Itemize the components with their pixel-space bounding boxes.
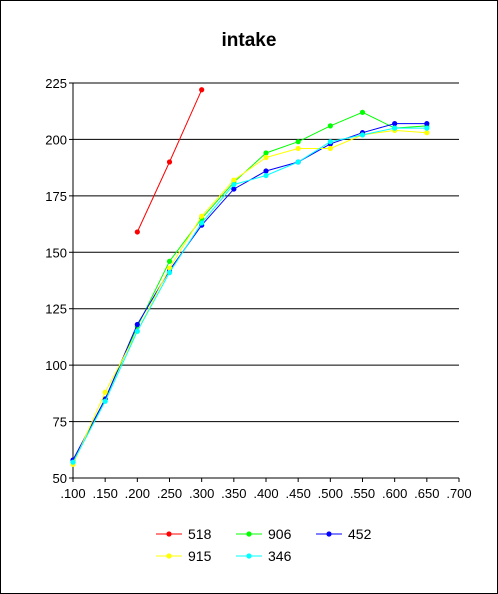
data-point-346 — [295, 159, 301, 165]
y-tick-label: 125 — [45, 302, 67, 317]
data-point-346 — [70, 459, 76, 465]
x-tick-label: .100 — [60, 486, 85, 501]
data-point-452 — [392, 121, 398, 127]
legend-label-915: 915 — [188, 548, 212, 564]
x-tick-label: .350 — [221, 486, 246, 501]
data-point-346 — [359, 132, 366, 138]
grid-lines — [73, 82, 459, 423]
tick-labels: 50 75 100 125 150 175 200 225 .100 .150 .200 .250 .3… — [45, 76, 471, 501]
data-point-452 — [263, 168, 269, 174]
data-point-915 — [295, 145, 301, 152]
data-point-906 — [166, 258, 173, 264]
data-point-452 — [231, 186, 237, 192]
data-point-346 — [263, 172, 269, 179]
x-tick-label: .450 — [286, 486, 311, 501]
x-tick-label: .150 — [93, 486, 118, 501]
x-tick-label: .400 — [253, 486, 278, 501]
legend: 518 906 452 915 346 — [156, 526, 372, 564]
data-point-518 — [199, 87, 205, 93]
legend-item-452: 452 — [316, 526, 372, 542]
legend-marker-915 — [166, 553, 172, 559]
y-tick-label: 150 — [45, 245, 67, 260]
data-point-346 — [134, 328, 140, 334]
x-tick-label: .550 — [350, 486, 375, 501]
data-point-346 — [166, 270, 173, 276]
data-point-915 — [327, 145, 333, 152]
legend-item-906: 906 — [236, 526, 292, 542]
legend-item-915: 915 — [156, 548, 212, 564]
legend-marker-346 — [246, 553, 252, 559]
series-906 — [70, 109, 430, 465]
data-point-915 — [424, 130, 430, 136]
legend-label-906: 906 — [268, 526, 292, 542]
x-tick-label: .200 — [125, 486, 150, 501]
series-518 — [134, 87, 205, 235]
chart-title: intake — [221, 30, 277, 51]
data-point-915 — [166, 265, 173, 271]
data-point-346 — [231, 181, 237, 188]
x-tick-label: .500 — [318, 486, 343, 501]
y-tick-label: 225 — [45, 76, 67, 91]
x-tick-label: .650 — [414, 486, 439, 501]
data-point-915 — [199, 213, 205, 219]
legend-marker-906 — [246, 531, 252, 537]
x-tick-label: .300 — [189, 486, 214, 501]
x-tick-label: .700 — [446, 486, 471, 501]
data-point-906 — [359, 109, 366, 115]
data-point-346 — [392, 125, 398, 131]
series-452 — [70, 121, 430, 463]
data-point-915 — [102, 389, 108, 395]
data-point-906 — [263, 150, 269, 156]
legend-marker-518 — [166, 531, 172, 537]
x-tick-label: .600 — [382, 486, 407, 501]
data-point-346 — [424, 125, 430, 131]
data-point-452 — [424, 121, 430, 127]
y-tick-label: 50 — [53, 471, 67, 486]
axes — [69, 82, 460, 482]
legend-item-518: 518 — [156, 526, 212, 542]
legend-label-518: 518 — [188, 526, 212, 542]
data-point-346 — [327, 139, 333, 145]
data-point-915 — [231, 177, 237, 183]
series-346 — [70, 125, 430, 465]
data-point-906 — [327, 123, 333, 129]
legend-marker-452 — [326, 531, 332, 537]
data-point-906 — [295, 139, 301, 145]
data-point-518 — [166, 159, 173, 165]
y-tick-label: 100 — [45, 358, 67, 373]
series-lines — [70, 87, 430, 468]
x-tick-label: .250 — [157, 486, 182, 501]
series-line-346 — [72, 127, 427, 463]
series-line-452 — [72, 123, 427, 461]
legend-label-346: 346 — [268, 548, 292, 564]
series-915 — [70, 127, 430, 468]
y-tick-label: 200 — [45, 132, 67, 147]
data-point-346 — [199, 220, 205, 226]
data-point-518 — [134, 229, 140, 235]
y-tick-label: 175 — [45, 189, 67, 204]
y-tick-label: 75 — [53, 415, 67, 430]
data-point-452 — [134, 321, 140, 328]
data-point-346 — [102, 398, 108, 404]
series-line-906 — [72, 111, 427, 463]
data-point-915 — [263, 154, 269, 161]
legend-item-346: 346 — [236, 548, 292, 564]
legend-label-452: 452 — [348, 526, 372, 542]
